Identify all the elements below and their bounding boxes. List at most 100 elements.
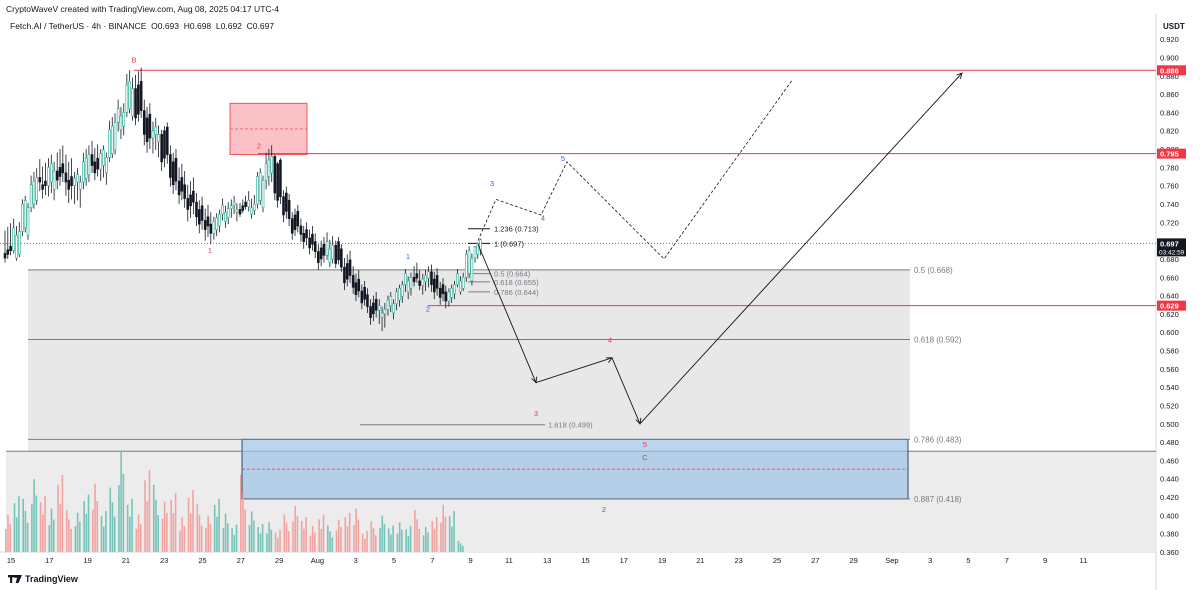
- volume-bar: [442, 504, 444, 552]
- candle-body: [340, 248, 343, 268]
- candle-body: [459, 280, 462, 293]
- volume-bar: [285, 522, 288, 552]
- x-tick-label: 25: [773, 556, 781, 565]
- x-tick-label: 7: [1005, 556, 1009, 565]
- candle-body: [241, 205, 245, 211]
- currency-label: USDT: [1163, 22, 1185, 31]
- candle-body: [374, 298, 378, 311]
- x-tick-label: 27: [237, 556, 245, 565]
- tradingview-logo-icon: [8, 575, 22, 583]
- y-tick-label: 0.440: [1160, 475, 1179, 484]
- candle-body: [238, 209, 242, 215]
- candle-body: [70, 176, 73, 186]
- candle-body: [331, 244, 334, 260]
- candle-body: [128, 80, 131, 110]
- projection-arrowhead-3: [531, 376, 538, 384]
- volume-bar: [183, 526, 186, 552]
- volume-bar: [318, 519, 320, 552]
- volume-bar: [44, 496, 46, 552]
- volume-bar: [76, 512, 79, 552]
- volume-bar: [205, 527, 207, 552]
- volume-bar: [305, 517, 307, 552]
- candle-body: [427, 271, 430, 279]
- volume-bar: [196, 504, 199, 552]
- volume-bar: [424, 526, 427, 552]
- candle-body: [9, 245, 12, 252]
- x-tick-label: 5: [392, 556, 396, 565]
- volume-bar: [179, 530, 181, 552]
- fib-right-label-0: 0.5 (0.668): [914, 266, 953, 275]
- candle-body: [343, 266, 346, 284]
- candle-body: [203, 220, 207, 230]
- candle-body: [400, 284, 404, 297]
- candle-body: [73, 178, 76, 186]
- candle-body: [311, 233, 314, 245]
- volume-bar: [277, 538, 279, 552]
- tradingview-logo[interactable]: TradingView: [8, 574, 78, 584]
- volume-bar: [244, 509, 246, 552]
- candle-body: [369, 306, 372, 318]
- candle-body: [134, 88, 137, 119]
- volume-bar: [451, 526, 453, 552]
- candle-body: [38, 177, 42, 183]
- candle-body: [90, 154, 94, 166]
- volume-bar: [102, 526, 105, 552]
- volume-bar: [170, 499, 172, 552]
- x-tick-label: 7: [430, 556, 434, 565]
- volume-bar: [120, 451, 122, 552]
- volume-bar: [109, 487, 112, 552]
- volume-bar: [74, 526, 77, 552]
- volume-bar: [68, 519, 70, 552]
- volume-bar: [414, 510, 416, 552]
- fib-inner-label-4: 0.786 (0.644): [494, 288, 539, 297]
- volume-bar: [70, 528, 72, 552]
- volume-bar: [137, 514, 140, 552]
- y-tick-label: 0.460: [1160, 456, 1179, 465]
- wave-label-2: 2: [602, 505, 606, 514]
- candle-body: [354, 282, 358, 295]
- volume-bar: [157, 515, 159, 552]
- candle-body: [470, 257, 474, 282]
- projection-arrowhead-final: [956, 72, 963, 79]
- price-badge: [1157, 300, 1186, 311]
- fib-inner-label-1: 1 (0.697): [494, 239, 525, 248]
- ohlc-l-label: L: [215, 21, 221, 31]
- volume-bar: [361, 533, 364, 552]
- volume-bar: [448, 516, 451, 552]
- volume-bar: [105, 510, 107, 552]
- volume-bar: [416, 519, 418, 552]
- candle-body: [3, 253, 7, 259]
- y-tick-label: 0.560: [1160, 365, 1179, 374]
- candle-body: [296, 211, 300, 227]
- volume-bar: [163, 501, 166, 552]
- candle-body: [165, 126, 169, 155]
- candle-body: [44, 180, 47, 186]
- x-tick-label: Sep: [885, 556, 898, 565]
- volume-bar: [122, 473, 125, 552]
- volume-bar: [24, 510, 27, 552]
- x-tick-label: 9: [469, 556, 473, 565]
- volume-bar: [87, 494, 90, 552]
- volume-bar: [22, 498, 25, 552]
- candle-body: [58, 167, 62, 177]
- volume-bar: [148, 469, 151, 552]
- volume-bar: [57, 484, 59, 552]
- candle-body: [84, 157, 88, 179]
- candle-body: [264, 163, 268, 181]
- y-tick-label: 0.600: [1160, 328, 1179, 337]
- symbol-name[interactable]: Fetch.AI / TetherUS · 4h · BINANCE: [10, 21, 147, 31]
- fib-inner-label-3: 0.618 (0.655): [494, 278, 539, 287]
- tradingview-logo-text: TradingView: [25, 574, 78, 584]
- ohlc-h-label: H: [183, 21, 190, 31]
- volume-bar: [292, 521, 294, 552]
- volume-bar: [250, 511, 253, 552]
- volume-bar: [266, 533, 268, 552]
- candle-body: [383, 309, 387, 315]
- candle-body: [29, 184, 33, 208]
- y-tick-label: 0.820: [1160, 127, 1179, 136]
- candle-body: [357, 278, 361, 292]
- volume-bar: [181, 517, 183, 552]
- candle-body: [215, 217, 218, 230]
- candle-body: [282, 196, 285, 216]
